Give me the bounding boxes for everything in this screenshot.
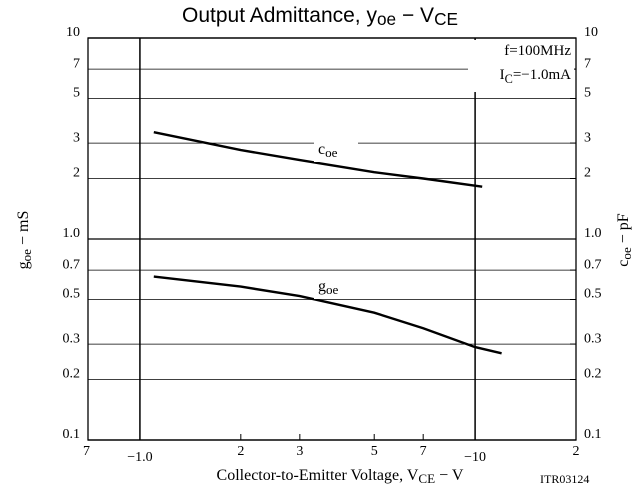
annotation-part: C	[505, 72, 513, 86]
y2-tick-label: 0.3	[584, 331, 602, 346]
y2-axis-label-part: oe	[619, 247, 634, 260]
series-label-part: c	[318, 141, 325, 158]
y-tick-label: 5	[73, 86, 80, 101]
plot-frame	[87, 37, 577, 441]
x-tick-label: 2	[573, 444, 580, 459]
chart-title-part: Output Admittance, y	[182, 4, 377, 27]
y2-tick-label: 10	[584, 25, 598, 40]
x-axis-label-part: CE	[418, 471, 435, 486]
y2-tick-label: 3	[584, 130, 591, 145]
x-axis-label-part: − V	[435, 467, 464, 484]
y-axis-label-part: − mS	[15, 211, 32, 249]
y-axis-label-part: g	[15, 261, 32, 269]
x-tick-label: 3	[296, 444, 303, 459]
annotation-bg	[468, 40, 574, 92]
y2-axis-label-part: − pF	[615, 213, 632, 247]
annotation-part: f=100MHz	[504, 43, 571, 59]
chart-title: Output Admittance, yoe − VCE	[182, 4, 458, 29]
annotation-part: I	[500, 67, 505, 83]
y2-tick-label: 0.1	[584, 427, 602, 442]
y-tick-label: 0.1	[63, 427, 81, 442]
annotation: f=100MHz	[504, 43, 571, 59]
chart-title-part: CE	[434, 9, 458, 29]
y2-axis-label: coe − pF	[615, 213, 634, 267]
y2-tick-label: 5	[584, 86, 591, 101]
y2-tick-label: 1.0	[584, 226, 602, 241]
series-label: coe	[318, 141, 338, 160]
y2-axis-label-part: c	[615, 260, 632, 267]
series-label-part: g	[318, 278, 326, 295]
series-label-part: oe	[326, 282, 339, 297]
x-tick-label: −10	[464, 450, 486, 465]
y-tick-label: 7	[73, 56, 80, 71]
x-tick-label: 7	[420, 444, 427, 459]
y-tick-label: 2	[73, 166, 80, 181]
y-tick-label: 1.0	[63, 226, 81, 241]
y-tick-label: 0.5	[63, 287, 81, 302]
y2-tick-label: 0.2	[584, 367, 602, 382]
y-tick-label: 0.3	[63, 331, 81, 346]
chart-title-part: − V	[396, 4, 434, 27]
chart-title-part: oe	[377, 9, 396, 29]
x-tick-label: −1.0	[127, 450, 152, 465]
label-bg	[314, 275, 358, 299]
y2-tick-label: 0.5	[584, 287, 602, 302]
label-bg	[314, 138, 358, 162]
figure-code: ITR03124	[540, 472, 589, 486]
x-axis-label-part: Collector-to-Emitter Voltage, V	[217, 467, 419, 484]
y-axis-label-part: oe	[19, 249, 34, 262]
annotation-part: =−1.0mA	[513, 67, 571, 83]
y-tick-label: 3	[73, 130, 80, 145]
y-tick-label: 0.7	[63, 257, 81, 272]
curve	[153, 131, 483, 188]
y2-tick-label: 7	[584, 56, 591, 71]
y-tick-label: 0.2	[63, 367, 81, 382]
y2-tick-label: 2	[584, 166, 591, 181]
y2-tick-label: 0.7	[584, 257, 602, 272]
x-tick-label: 2	[237, 444, 244, 459]
series-label: goe	[318, 278, 339, 297]
x-tick-label: 5	[371, 444, 378, 459]
annotation: IC=−1.0mA	[500, 67, 572, 85]
curve	[153, 275, 502, 355]
y-tick-label: 10	[66, 25, 80, 40]
y-axis-label: goe − mS	[15, 211, 34, 270]
x-axis-label: Collector-to-Emitter Voltage, VCE − V	[217, 467, 464, 486]
x-tick-label: 7	[83, 444, 90, 459]
series-label-part: oe	[325, 145, 338, 160]
